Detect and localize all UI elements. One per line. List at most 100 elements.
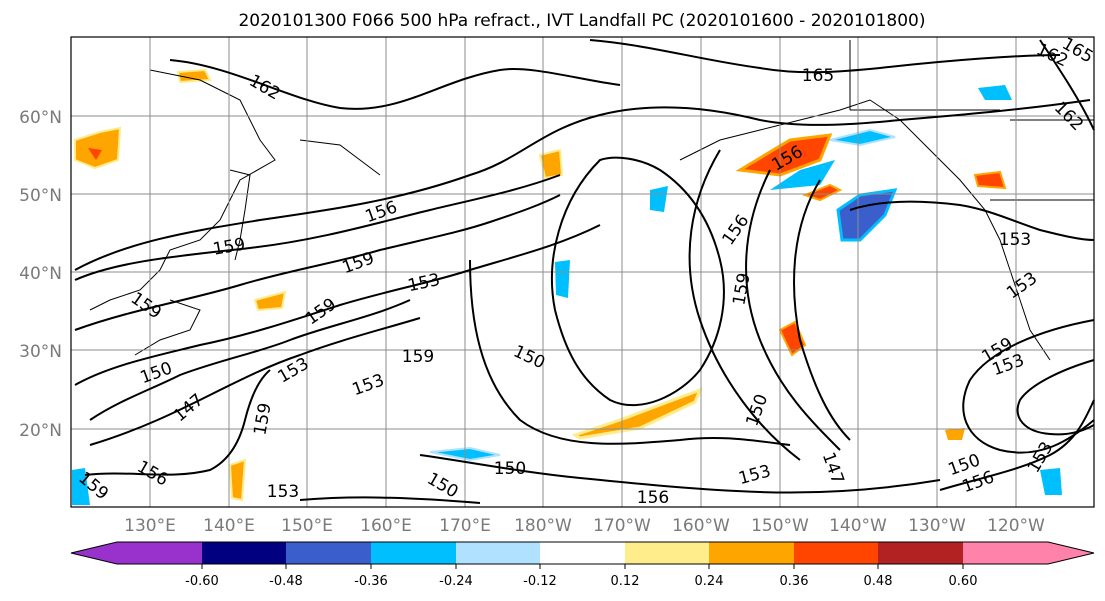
contour-label: 153	[999, 230, 1031, 250]
contour-line	[469, 259, 791, 446]
contour-label: 156	[637, 488, 669, 508]
shade-patch	[778, 320, 807, 357]
colorbar: -0.60 -0.48 -0.36 -0.24 -0.12 0.12 0.24 …	[70, 541, 1095, 589]
shade-patch	[571, 387, 703, 440]
colorbar-segment	[371, 542, 456, 564]
lon-label: 140°W	[829, 516, 887, 536]
lon-label: 180°W	[514, 516, 572, 536]
contour-line	[89, 299, 411, 421]
colorbar-segment	[286, 542, 371, 564]
lon-label: 130°W	[908, 516, 966, 536]
colorbar-tick-label: -0.12	[523, 574, 557, 589]
contour-label: 159	[402, 347, 434, 367]
colorbar-outline	[70, 541, 1095, 565]
colorbar-segment	[202, 542, 286, 564]
colorbar-segment	[963, 542, 1094, 564]
shade-patch	[802, 183, 843, 202]
shade-patch	[88, 148, 102, 160]
lon-label: 150°E	[281, 516, 333, 536]
contour-line	[74, 224, 601, 386]
colorbar-segment	[456, 542, 540, 564]
latitude-labels: 20°N 30°N 40°N 50°N 60°N	[19, 108, 62, 441]
colorbar-tick-label: -0.60	[185, 574, 219, 589]
contour-line	[74, 174, 561, 281]
colorbar-tick-label: -0.36	[354, 574, 388, 589]
lat-label: 60°N	[19, 108, 62, 128]
shading-layer	[72, 68, 1062, 505]
shade-patch	[973, 170, 1007, 190]
colorbar-ticks	[201, 564, 964, 569]
coastline	[229, 169, 251, 261]
contour-line	[419, 454, 941, 494]
contour-label: 150	[494, 459, 526, 479]
contour-line	[1039, 39, 1095, 131]
contour-line	[74, 99, 1091, 271]
contour-line	[589, 39, 1061, 74]
contour-line	[688, 149, 801, 461]
lon-label: 160°E	[360, 516, 412, 536]
lon-label: 140°E	[203, 516, 255, 536]
contour-line	[84, 369, 271, 476]
shade-patch	[735, 133, 833, 177]
contour-line	[89, 317, 421, 446]
lon-label: 170°W	[593, 516, 651, 536]
colorbar-segment	[794, 542, 878, 564]
lon-label: 160°W	[672, 516, 730, 536]
colorbar-segment	[71, 542, 202, 564]
coastline	[299, 139, 381, 176]
shade-patch	[829, 128, 896, 147]
lon-label: 150°W	[751, 516, 809, 536]
shade-patch	[72, 468, 90, 505]
coastline	[849, 40, 1094, 201]
figure-title: 2020101300 F066 500 hPa refract., IVT La…	[238, 11, 925, 31]
contour-line	[745, 169, 841, 451]
lon-label: 120°W	[987, 516, 1045, 536]
coastline	[134, 299, 201, 356]
colorbar-segment	[878, 542, 963, 564]
colorbar-tick-labels: -0.60 -0.48 -0.36 -0.24 -0.12 0.12 0.24 …	[185, 574, 977, 589]
contour-line	[939, 399, 1095, 491]
colorbar-segment	[625, 542, 709, 564]
contour-line	[962, 319, 1095, 454]
shade-patch	[945, 428, 965, 440]
colorbar-tick-label: 0.24	[695, 574, 724, 589]
shade-patch	[228, 458, 247, 502]
colorbar-tick-label: 0.60	[949, 574, 978, 589]
colorbar-segment	[540, 542, 625, 564]
contour-line	[169, 59, 621, 110]
shade-patch	[555, 260, 570, 298]
contour-line	[74, 194, 561, 331]
map-frame	[70, 36, 1095, 508]
contour-lines	[74, 39, 1095, 504]
lat-label: 40°N	[19, 264, 62, 284]
colorbar-tick-label: 0.36	[780, 574, 809, 589]
contour-line	[299, 496, 481, 504]
contour-line	[1016, 359, 1095, 436]
coastline	[89, 69, 276, 311]
lon-label: 170°E	[439, 516, 491, 536]
colorbar-tick-label: -0.48	[269, 574, 303, 589]
lat-label: 50°N	[19, 186, 62, 206]
contour-label: 165	[802, 66, 834, 86]
shade-patch	[978, 85, 1012, 100]
colorbar-tick-label: -0.24	[439, 574, 473, 589]
shade-patch	[650, 186, 668, 212]
longitude-labels: 130°E 140°E 150°E 160°E 170°E 180°W 170°…	[124, 516, 1045, 536]
contour-line	[849, 200, 1095, 241]
lat-label: 30°N	[19, 342, 62, 362]
colorbar-segment	[709, 542, 794, 564]
map-panel: 165 162 162 156 159 159 153 159 159 159 …	[70, 34, 1097, 508]
contour-line	[551, 156, 725, 407]
shade-patch	[1040, 468, 1062, 495]
shade-patch	[74, 126, 122, 170]
colorbar-tick-label: 0.12	[611, 574, 640, 589]
coastlines	[89, 40, 1094, 361]
colorbar-tick-label: 0.48	[864, 574, 893, 589]
shade-patch	[253, 290, 287, 312]
contour-label: 153	[267, 482, 299, 502]
coastline	[679, 99, 1051, 361]
lon-label: 130°E	[124, 516, 176, 536]
contour-line	[793, 179, 851, 441]
lat-label: 20°N	[19, 421, 62, 441]
